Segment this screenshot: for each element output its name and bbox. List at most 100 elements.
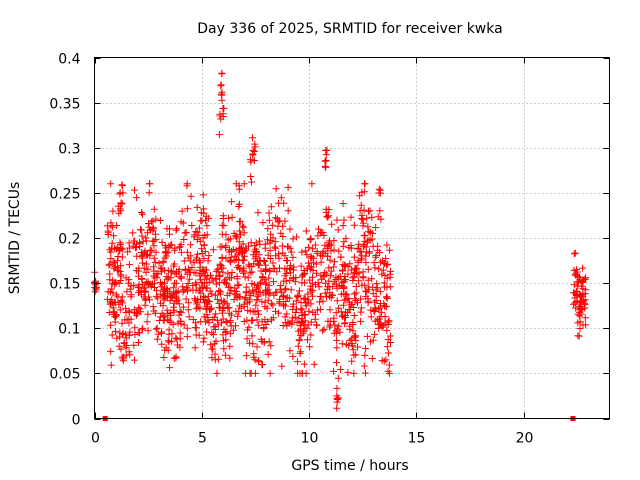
data-point <box>107 180 115 188</box>
data-point <box>317 258 325 266</box>
data-point <box>176 329 184 337</box>
data-point <box>131 244 139 252</box>
data-point <box>146 180 154 188</box>
data-point <box>149 227 157 235</box>
data-point <box>218 221 226 229</box>
data-point <box>138 232 146 240</box>
data-point <box>382 356 390 364</box>
data-point <box>155 259 163 267</box>
data-point <box>353 264 361 272</box>
data-point <box>286 225 294 233</box>
data-point <box>330 263 338 271</box>
data-point <box>273 288 281 296</box>
data-point <box>203 328 211 336</box>
data-point <box>123 288 131 296</box>
data-point <box>178 207 186 215</box>
data-point <box>122 304 130 312</box>
data-point <box>280 293 288 301</box>
data-point <box>339 200 347 207</box>
data-point <box>193 228 201 236</box>
data-point <box>200 255 208 263</box>
data-point <box>228 247 235 255</box>
data-point <box>180 236 188 243</box>
data-point <box>177 218 185 226</box>
data-point <box>193 236 201 243</box>
data-point <box>114 253 122 260</box>
data-point <box>187 252 195 260</box>
data-point <box>160 286 168 294</box>
data-point <box>327 247 335 255</box>
data-point <box>293 319 301 326</box>
data-point <box>574 310 582 318</box>
data-point <box>267 342 275 350</box>
data-point <box>165 242 173 250</box>
data-point <box>146 296 153 304</box>
data-point <box>297 299 305 306</box>
data-point <box>260 325 268 333</box>
data-point <box>219 331 227 339</box>
data-point <box>179 283 187 291</box>
data-point <box>324 213 332 221</box>
data-point <box>197 289 205 297</box>
data-point <box>135 304 143 312</box>
data-point <box>259 219 267 227</box>
data-point <box>258 298 266 306</box>
data-point <box>293 233 301 241</box>
data-point <box>113 222 121 229</box>
data-point <box>261 258 269 266</box>
data-point <box>224 214 232 222</box>
data-point <box>276 217 284 225</box>
data-point <box>337 366 344 373</box>
data-point <box>329 282 337 290</box>
data-point <box>296 322 304 330</box>
data-point <box>139 210 146 218</box>
data-point <box>148 218 156 226</box>
data-point <box>183 205 191 213</box>
data-point <box>572 290 580 298</box>
data-point <box>299 271 307 279</box>
data-point <box>103 222 111 230</box>
data-point <box>231 256 239 264</box>
data-point <box>106 270 114 278</box>
data-point <box>213 316 221 324</box>
data-point <box>180 321 188 329</box>
data-point <box>296 349 304 357</box>
data-point <box>326 256 334 264</box>
data-point <box>335 274 343 282</box>
data-point <box>122 274 130 282</box>
data-point <box>366 338 374 346</box>
data-point <box>154 270 162 278</box>
data-point <box>210 313 218 321</box>
data-point <box>233 275 241 283</box>
data-point <box>322 151 330 159</box>
data-point <box>304 321 312 329</box>
data-point <box>238 222 246 230</box>
data-point <box>245 261 253 269</box>
data-point <box>219 303 227 311</box>
data-point <box>386 246 394 254</box>
data-point <box>360 206 368 214</box>
data-point <box>181 266 189 274</box>
data-point <box>246 369 254 377</box>
data-point <box>160 354 168 361</box>
data-point <box>330 237 338 245</box>
data-point <box>357 256 365 264</box>
data-point <box>331 321 339 329</box>
data-point <box>188 264 196 271</box>
data-point <box>272 252 280 260</box>
data-point <box>163 306 171 314</box>
chart-title: Day 336 of 2025, SRMTID for receiver kwk… <box>197 21 502 37</box>
data-point <box>376 207 384 215</box>
data-point <box>352 332 360 340</box>
data-point <box>319 272 327 280</box>
data-point <box>111 244 119 252</box>
data-point <box>194 250 202 258</box>
data-point <box>231 284 239 292</box>
data-point <box>228 213 236 221</box>
data-point <box>218 88 226 96</box>
data-point <box>357 201 365 209</box>
data-point <box>237 231 244 239</box>
data-point <box>205 252 213 260</box>
data-point <box>259 273 267 281</box>
data-point <box>199 191 207 199</box>
